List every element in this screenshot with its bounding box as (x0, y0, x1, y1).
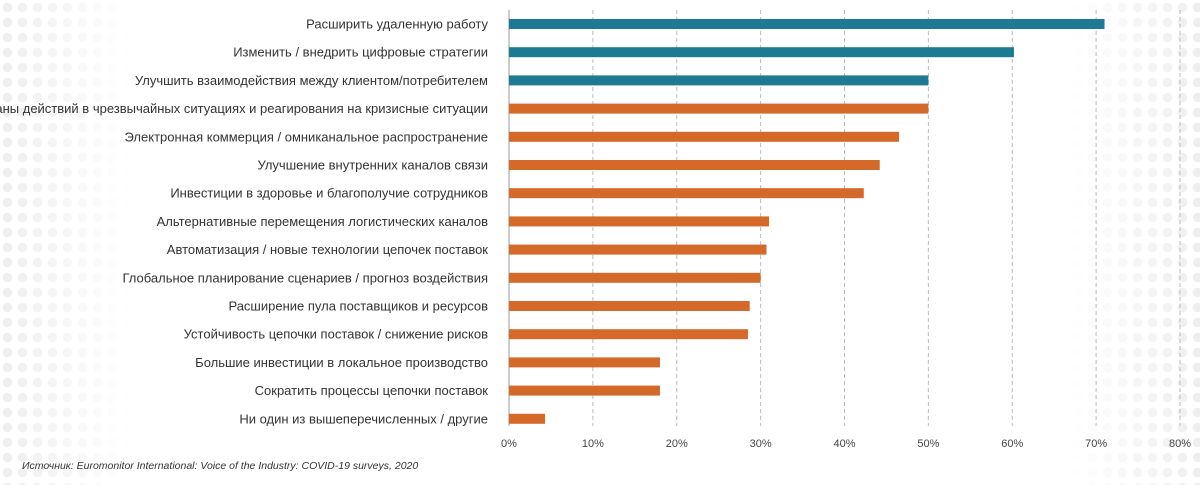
background-fade-right (1070, 0, 1200, 485)
bar (509, 103, 929, 114)
bar (509, 272, 761, 283)
category-label: Улучшение внутренних каналов связи (257, 158, 488, 173)
bar (509, 216, 770, 227)
bar (509, 357, 660, 368)
bar (509, 413, 546, 424)
x-tick-label: 50% (917, 438, 939, 450)
category-label: Автоматизация / новые технологии цепочек… (167, 242, 489, 257)
bar (509, 47, 1014, 58)
category-label: Устойчивость цепочки поставок / снижение… (184, 327, 488, 342)
category-label: Альтернативные перемещения логистических… (157, 214, 488, 229)
background-fade-left (0, 0, 130, 485)
bar (509, 160, 880, 170)
x-tick-label: 70% (1085, 438, 1107, 450)
bar (509, 385, 660, 396)
category-label: Изменить / внедрить цифровые стратегии (233, 45, 488, 60)
category-label: Ни один из вышеперечисленных / другие (239, 411, 488, 426)
category-label: Планы действий в чрезвычайных ситуациях … (0, 101, 488, 116)
category-label: Глобальное планирование сценариев / прог… (122, 270, 488, 285)
x-tick-label: 10% (582, 438, 604, 450)
category-label: Инвестиции в здоровье и благополучие сот… (170, 186, 488, 201)
category-label: Сократить процессы цепочки поставок (255, 383, 489, 398)
category-label: Улучшить взаимодействия между клиентом/п… (135, 73, 488, 88)
bar (509, 75, 929, 86)
category-label: Расширение пула поставщиков и ресурсов (228, 299, 488, 314)
x-tick-label: 80% (1169, 438, 1191, 450)
bar (509, 329, 749, 340)
x-tick-label: 60% (1001, 438, 1023, 450)
x-tick-label: 30% (750, 438, 772, 450)
x-tick-label: 40% (833, 438, 855, 450)
bar (509, 301, 750, 311)
bar (509, 188, 864, 199)
x-tick-label: 0% (501, 438, 517, 450)
bar (509, 244, 767, 255)
bar (509, 19, 1105, 29)
category-label: Электронная коммерция / омниканальное ра… (125, 129, 488, 144)
category-label: Расширить удаленную работу (306, 17, 488, 32)
bar (509, 131, 900, 142)
category-label: Большие инвестиции в локальное производс… (195, 355, 488, 370)
source-note: Источник: Euromonitor International: Voi… (22, 460, 419, 472)
x-tick-label: 20% (666, 438, 688, 450)
